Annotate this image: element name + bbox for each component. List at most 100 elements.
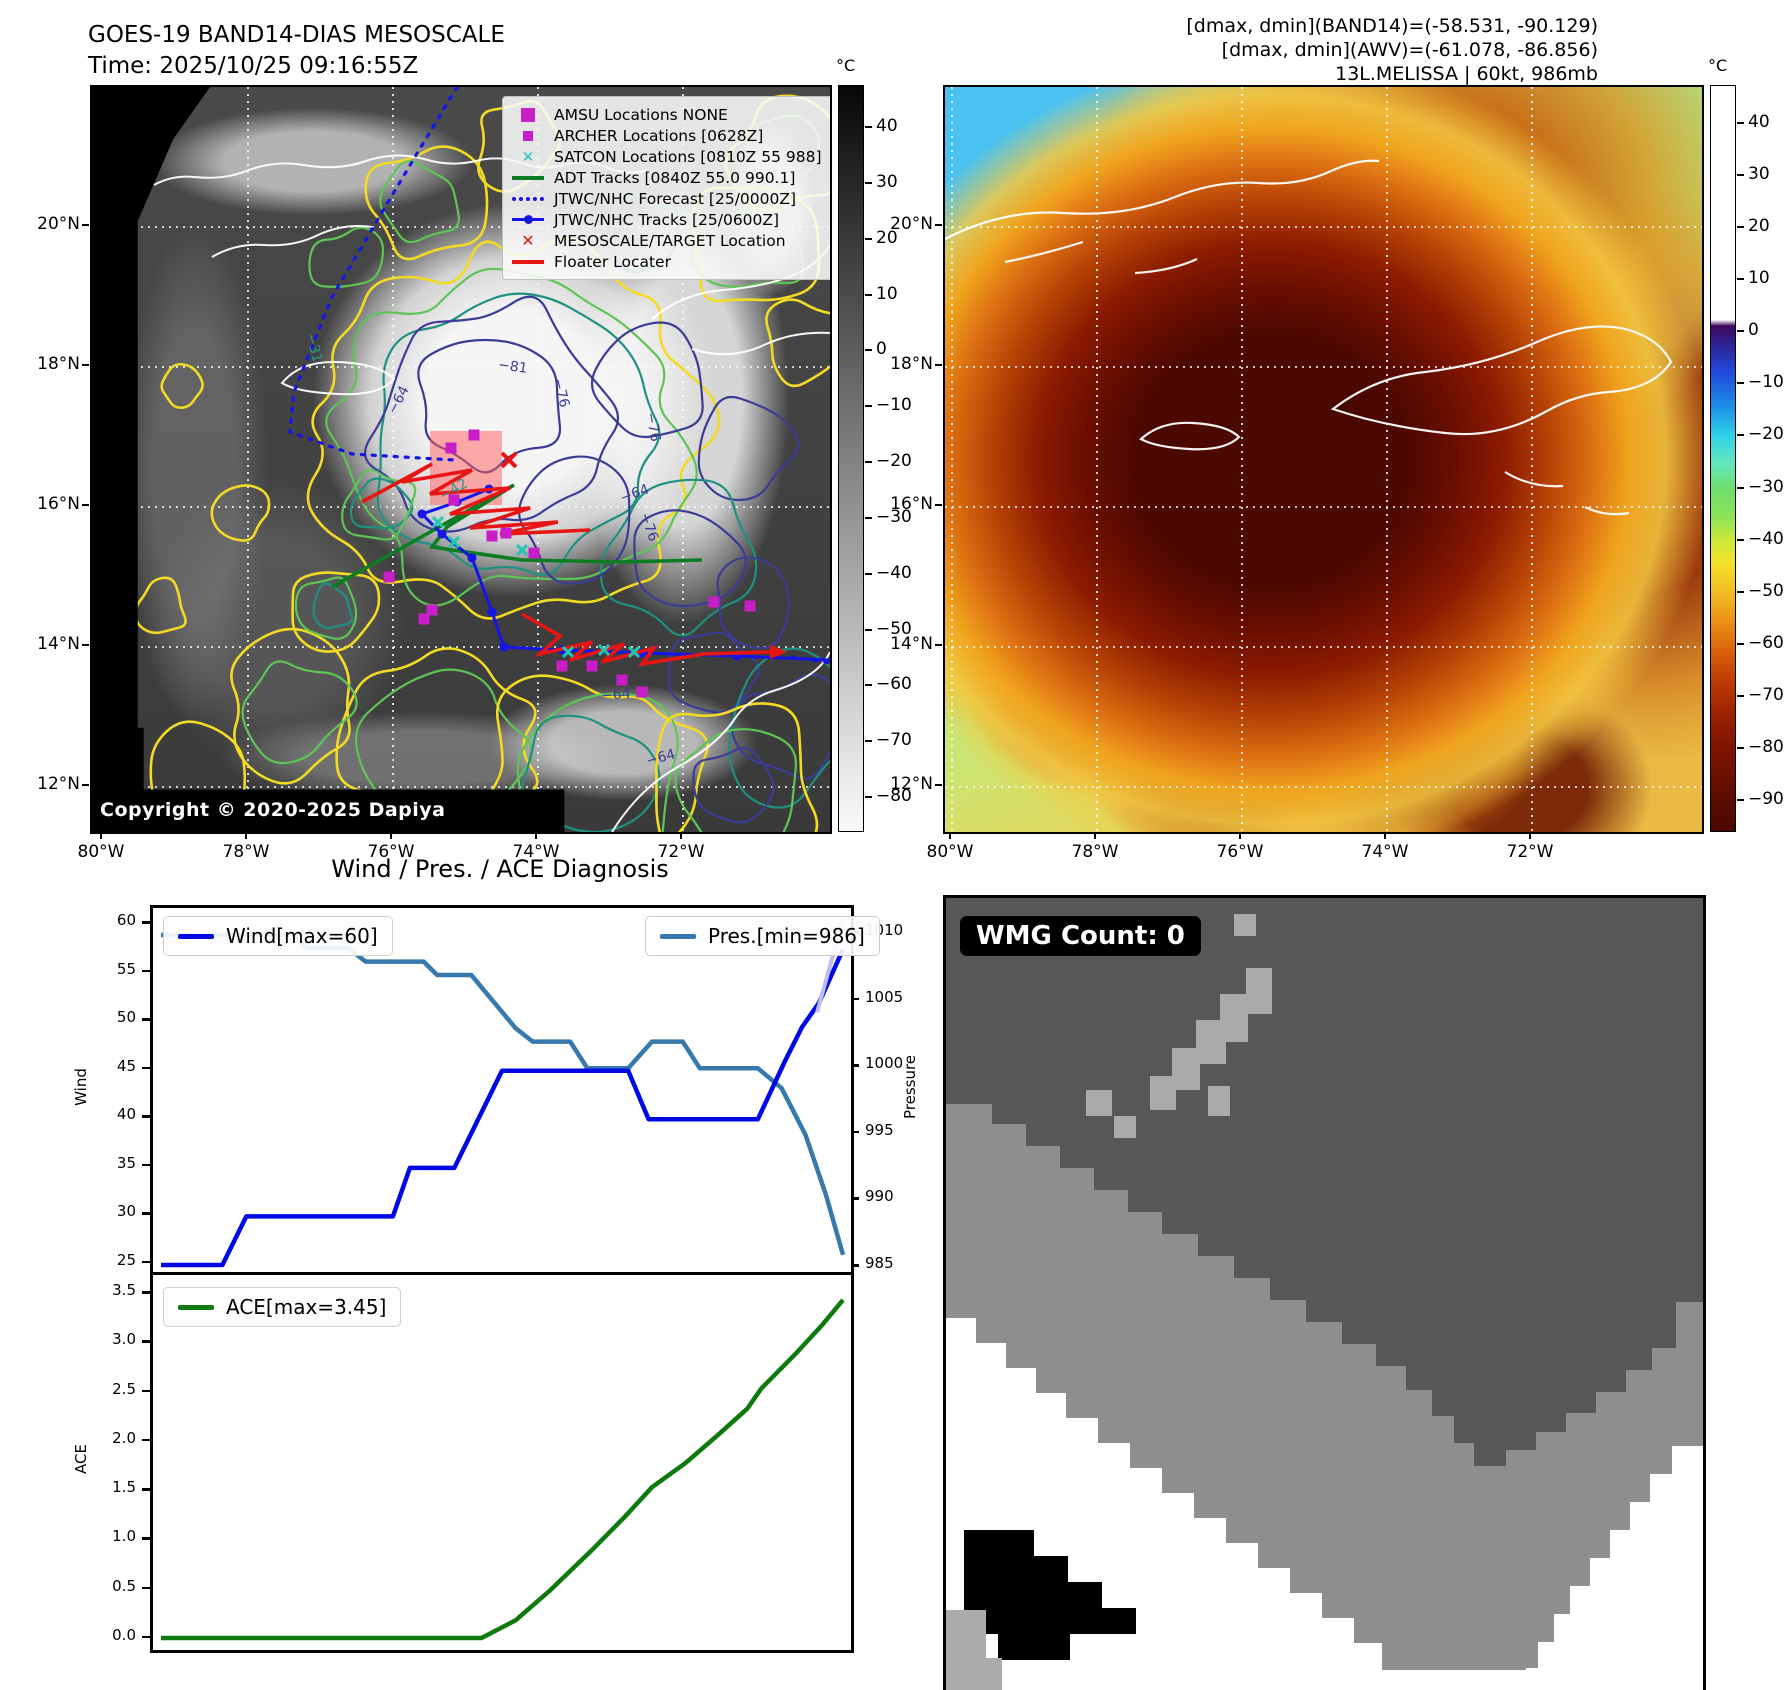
jtwc-track-dot (467, 553, 477, 563)
wmg-count-badge: WMG Count: 0 (960, 916, 1201, 956)
y-tick-label: 20°N (890, 214, 933, 234)
ace-chart (150, 1272, 854, 1653)
amsu-archer-square (468, 429, 480, 441)
colorbar-tick-label: 0 (1748, 320, 1759, 341)
legend-item: ✕ SATCON Locations [0810Z 55 988] (511, 146, 830, 167)
colorbar-tick-label: 40 (1748, 112, 1770, 132)
dmax-dmin-awv: [dmax, dmin](AWV)=(-61.078, -86.856) (1221, 39, 1598, 61)
legend-item-label: JTWC/NHC Tracks [25/0600Z] (554, 210, 780, 229)
x-tick-label: 74°W (512, 842, 560, 862)
colorbar-tick-mark (865, 349, 872, 352)
ace-tick-mark (142, 1389, 150, 1393)
pressure-tick-mark (851, 1264, 859, 1267)
amsu-archer-square (744, 600, 756, 612)
coastlines (945, 159, 1673, 516)
ace-tick-label: 2.5 (112, 1379, 136, 1398)
wind-legend: Wind[max=60] (163, 916, 393, 956)
x-red-icon: ✕ (521, 231, 535, 250)
colorbar-tick-mark (865, 126, 872, 128)
ace-axis-label: ACE (71, 1444, 90, 1474)
x-tick-label: 72°W (1506, 842, 1554, 862)
band14-colorbar-unit: °C (836, 56, 856, 75)
amsu-archer-square (528, 547, 540, 559)
colorbar-tick-mark (1737, 174, 1744, 177)
colorbar-tick-label: −50 (1748, 580, 1784, 601)
x-tick-label: 72°W (657, 842, 705, 862)
x-tick-label: 76°W (1216, 842, 1264, 862)
legend-item: ARCHER Locations [0628Z] (511, 125, 830, 146)
satellite-title: GOES-19 BAND14-DIAS MESOSCALE (88, 22, 505, 48)
ace-legend-label: ACE[max=3.45] (226, 1295, 387, 1319)
wind-tick-mark (142, 1163, 150, 1167)
amsu-archer-square (500, 527, 512, 539)
wind-legend-swatch (178, 933, 214, 939)
wind-tick-label: 25 (116, 1250, 136, 1269)
ace-tick-label: 1.5 (112, 1478, 136, 1497)
y-tick-mark (935, 504, 942, 506)
dmax-dmin-band14: [dmax, dmin](BAND14)=(-58.531, -90.129) (1186, 15, 1598, 37)
amsu-archer-square (708, 596, 720, 608)
colorbar-tick-label: −20 (1748, 424, 1784, 445)
copyright-watermark: Copyright © 2020-2025 Dapiya (100, 799, 446, 821)
amsu-archer-square (445, 442, 457, 454)
wind-tick-mark (142, 1018, 150, 1021)
colorbar-tick-mark (865, 628, 872, 631)
x-tick-mark (100, 832, 102, 839)
colorbar-tick-mark (865, 405, 872, 408)
colorbar-tick-mark (1737, 122, 1744, 124)
wind-pressure-chart (150, 905, 854, 1278)
fix-location-markers (383, 429, 756, 698)
floater-track-a (361, 462, 591, 536)
colorbar-tick-label: 20 (1748, 216, 1770, 237)
floater-arrowhead (770, 645, 787, 659)
colorbar-tick-mark (1737, 590, 1744, 593)
wind-tick-mark (142, 1260, 150, 1264)
pressure-tick-label: 1000 (865, 1054, 904, 1073)
awv-enhanced-map (943, 85, 1704, 834)
pressure-tick-label: 990 (865, 1187, 894, 1206)
wind-tick-mark (142, 969, 150, 973)
y-tick-label: 14°N (37, 634, 80, 654)
colorbar-tick-mark (865, 237, 872, 240)
colorbar-tick-label: 0 (876, 339, 887, 360)
band14-ir-map: −64 −81 −76 −76 −64 −76 −31 −42 −64 −64 AMSU Loca… (90, 85, 832, 834)
y-tick-label: 16°N (37, 494, 80, 514)
x-tick-label: 78°W (222, 842, 270, 862)
x-tick-mark (245, 832, 247, 839)
ace-series-line (161, 1298, 845, 1641)
x-cyan-icon: ✕ (521, 147, 535, 166)
y-tick-mark (935, 784, 942, 786)
amsu-archer-square (418, 613, 430, 625)
x-tick-label: 78°W (1071, 842, 1119, 862)
colorbar-tick-label: −30 (1748, 476, 1784, 497)
amsu-archer-square (556, 660, 568, 672)
colorbar-tick-label: −20 (876, 451, 912, 471)
pressure-series-line (161, 932, 846, 1256)
colorbar-tick-label: 10 (1748, 268, 1770, 289)
ace-tick-label: 0.5 (112, 1576, 136, 1595)
colorbar-tick-mark (865, 796, 872, 798)
square-magenta-small-icon (511, 130, 545, 141)
jtwc-track-dot (417, 509, 427, 519)
ace-tick-label: 0.0 (112, 1625, 136, 1644)
legend-item-label: ARCHER Locations [0628Z] (554, 126, 764, 145)
wind-axis-label: Wind (71, 1068, 90, 1106)
colorbar-tick-mark (865, 293, 872, 296)
x-tick-label: 80°W (926, 842, 974, 862)
timestamp: Time: 2025/10/25 09:16:55Z (88, 53, 419, 79)
wind-tick-label: 55 (116, 959, 136, 978)
awv-map-overlay (945, 87, 1702, 832)
x-tick-mark (1529, 832, 1531, 839)
y-tick-label: 18°N (890, 354, 933, 374)
y-tick-label: 14°N (890, 634, 933, 654)
colorbar-tick-label: −60 (1748, 632, 1784, 653)
jtwc-track-dot (499, 642, 509, 652)
y-tick-label: 16°N (890, 494, 933, 514)
wind-tick-mark (142, 1066, 150, 1070)
colorbar-tick-label: −90 (1748, 789, 1784, 809)
colorbar-tick-mark (1737, 694, 1744, 697)
ace-tick-mark (142, 1537, 150, 1540)
legend-item-label: MESOSCALE/TARGET Location (554, 231, 786, 250)
pressure-tick-label: 1005 (865, 987, 904, 1006)
legend-item: JTWC/NHC Tracks [25/0600Z] (511, 209, 830, 230)
